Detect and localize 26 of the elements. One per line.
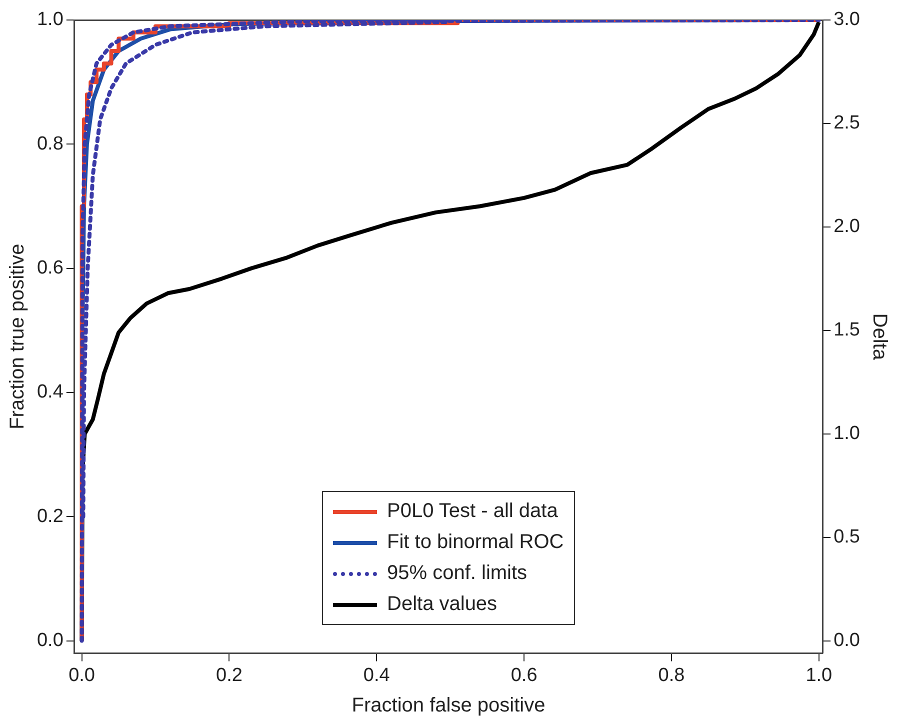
x-axis-title: Fraction false positive bbox=[352, 694, 546, 717]
y-tick-label: 0.8 bbox=[36, 133, 64, 154]
y2-tick-label: 3.0 bbox=[834, 9, 860, 30]
y-axis-title: Fraction true positive bbox=[6, 244, 29, 430]
x-tick-label: 0.8 bbox=[658, 664, 685, 686]
y2-tick-label: 0.5 bbox=[834, 526, 860, 548]
legend-label: P0L0 Test - all data bbox=[387, 500, 558, 524]
x-tick-label: 1.0 bbox=[806, 664, 832, 686]
x-tick-label: 0.2 bbox=[216, 664, 242, 686]
x-tick-label: 0.0 bbox=[68, 664, 95, 686]
legend-label: Delta values bbox=[387, 593, 498, 616]
y2-tick-label: 1.0 bbox=[834, 423, 860, 444]
y2-tick-label: 2.0 bbox=[834, 216, 860, 238]
legend-label: Fit to binormal ROC bbox=[387, 531, 564, 554]
y2-tick-label: 2.5 bbox=[834, 112, 860, 134]
x-tick-label: 0.4 bbox=[363, 664, 390, 686]
y2-axis-title: Delta bbox=[868, 313, 890, 361]
y-tick-label: 0.0 bbox=[36, 630, 64, 652]
legend-label: 95% conf. limits bbox=[387, 562, 528, 586]
y2-tick-label: 1.5 bbox=[834, 320, 860, 341]
y2-tick-label: 0.0 bbox=[834, 630, 860, 652]
x-tick-label: 0.6 bbox=[510, 664, 538, 686]
y-tick-label: 0.6 bbox=[36, 258, 64, 279]
y-tick-label: 1.0 bbox=[36, 9, 64, 30]
y-tick-label: 0.4 bbox=[36, 382, 64, 403]
y-tick-label: 0.2 bbox=[36, 506, 64, 527]
